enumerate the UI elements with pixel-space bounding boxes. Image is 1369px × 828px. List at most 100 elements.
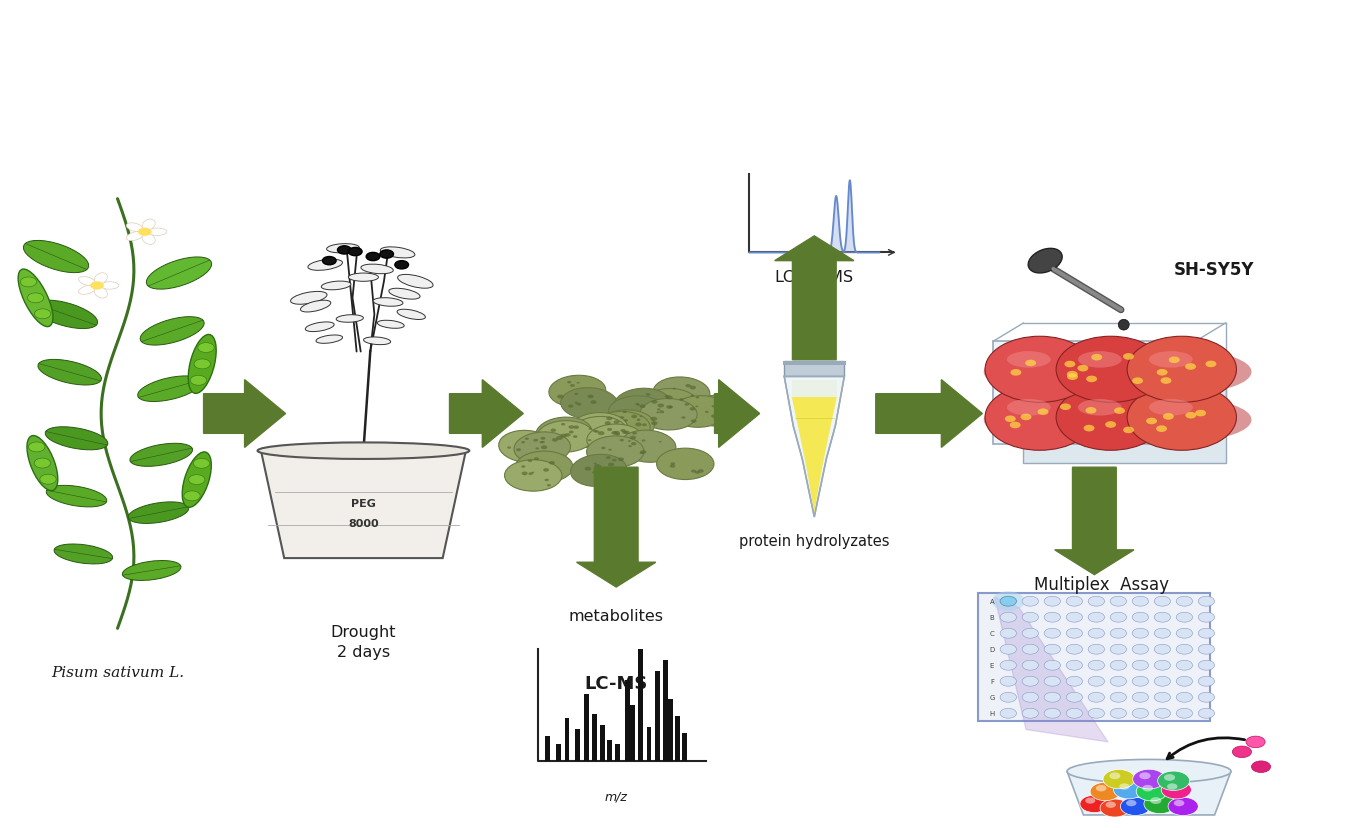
Ellipse shape xyxy=(545,479,549,482)
Ellipse shape xyxy=(735,407,739,411)
Polygon shape xyxy=(606,740,612,761)
Ellipse shape xyxy=(671,396,728,428)
Ellipse shape xyxy=(552,439,557,442)
Polygon shape xyxy=(261,451,465,558)
Circle shape xyxy=(1066,709,1083,719)
Circle shape xyxy=(1010,369,1021,376)
Ellipse shape xyxy=(142,219,155,231)
Ellipse shape xyxy=(593,412,650,443)
Ellipse shape xyxy=(576,383,579,384)
Ellipse shape xyxy=(657,449,715,480)
Ellipse shape xyxy=(656,412,660,414)
Text: G: G xyxy=(990,695,995,700)
Ellipse shape xyxy=(628,440,631,442)
Ellipse shape xyxy=(18,270,53,327)
Circle shape xyxy=(1246,736,1265,748)
Ellipse shape xyxy=(543,469,549,472)
Ellipse shape xyxy=(1125,351,1251,393)
Ellipse shape xyxy=(572,436,578,438)
Circle shape xyxy=(1168,797,1198,816)
Ellipse shape xyxy=(641,389,698,421)
Ellipse shape xyxy=(668,407,674,409)
Circle shape xyxy=(1114,408,1125,415)
Polygon shape xyxy=(564,718,570,761)
Ellipse shape xyxy=(695,471,700,474)
Ellipse shape xyxy=(576,403,582,407)
Circle shape xyxy=(1060,404,1071,411)
Ellipse shape xyxy=(522,465,526,468)
Circle shape xyxy=(1251,761,1270,773)
Ellipse shape xyxy=(78,277,96,286)
Circle shape xyxy=(1020,414,1031,421)
Ellipse shape xyxy=(182,452,211,508)
Circle shape xyxy=(189,475,205,485)
Circle shape xyxy=(1045,596,1061,606)
Text: F: F xyxy=(990,678,994,685)
Circle shape xyxy=(1132,692,1149,702)
Circle shape xyxy=(1045,676,1061,686)
Ellipse shape xyxy=(537,421,594,452)
Circle shape xyxy=(1139,773,1150,779)
Ellipse shape xyxy=(1054,399,1180,441)
Ellipse shape xyxy=(665,396,669,398)
Text: H: H xyxy=(990,710,994,716)
Ellipse shape xyxy=(364,338,390,345)
Text: Pisum sativum L.: Pisum sativum L. xyxy=(51,666,183,680)
Ellipse shape xyxy=(612,460,616,462)
Ellipse shape xyxy=(721,412,726,415)
Ellipse shape xyxy=(682,416,686,419)
Circle shape xyxy=(1001,596,1017,606)
Ellipse shape xyxy=(691,395,749,426)
Circle shape xyxy=(1154,628,1170,638)
Text: C: C xyxy=(990,630,994,637)
Ellipse shape xyxy=(594,463,597,465)
Circle shape xyxy=(1195,411,1206,416)
Circle shape xyxy=(1161,781,1191,799)
Ellipse shape xyxy=(308,260,342,271)
Text: Multiplex  Assay: Multiplex Assay xyxy=(1034,575,1169,593)
Ellipse shape xyxy=(574,426,579,430)
Ellipse shape xyxy=(667,396,672,400)
Circle shape xyxy=(338,247,350,255)
Ellipse shape xyxy=(652,421,657,426)
Ellipse shape xyxy=(613,389,669,421)
Circle shape xyxy=(1090,782,1120,801)
Circle shape xyxy=(1146,418,1157,425)
Circle shape xyxy=(394,262,408,270)
Circle shape xyxy=(1176,628,1192,638)
Ellipse shape xyxy=(534,458,539,460)
Circle shape xyxy=(1198,613,1214,623)
Circle shape xyxy=(1110,692,1127,702)
Ellipse shape xyxy=(148,229,167,236)
Circle shape xyxy=(1045,661,1061,671)
Ellipse shape xyxy=(1028,249,1062,273)
Ellipse shape xyxy=(624,420,628,422)
Circle shape xyxy=(1110,644,1127,654)
Circle shape xyxy=(1023,676,1039,686)
Ellipse shape xyxy=(691,420,697,423)
Ellipse shape xyxy=(550,429,556,432)
Circle shape xyxy=(40,474,56,484)
Polygon shape xyxy=(663,660,668,761)
Ellipse shape xyxy=(691,470,697,473)
Circle shape xyxy=(1001,644,1017,654)
Circle shape xyxy=(1127,337,1236,403)
Ellipse shape xyxy=(94,287,107,299)
Circle shape xyxy=(1110,613,1127,623)
Ellipse shape xyxy=(1118,320,1129,330)
Circle shape xyxy=(1066,628,1083,638)
Ellipse shape xyxy=(632,432,637,435)
Ellipse shape xyxy=(642,440,645,442)
Ellipse shape xyxy=(129,503,189,524)
Text: 8000: 8000 xyxy=(348,518,379,528)
Circle shape xyxy=(1154,596,1170,606)
Ellipse shape xyxy=(23,241,89,273)
Circle shape xyxy=(1066,661,1083,671)
Circle shape xyxy=(1132,613,1149,623)
Circle shape xyxy=(1176,709,1192,719)
Ellipse shape xyxy=(657,404,664,408)
Ellipse shape xyxy=(690,407,695,411)
Circle shape xyxy=(1132,661,1149,671)
Ellipse shape xyxy=(620,431,676,463)
Ellipse shape xyxy=(598,431,605,436)
